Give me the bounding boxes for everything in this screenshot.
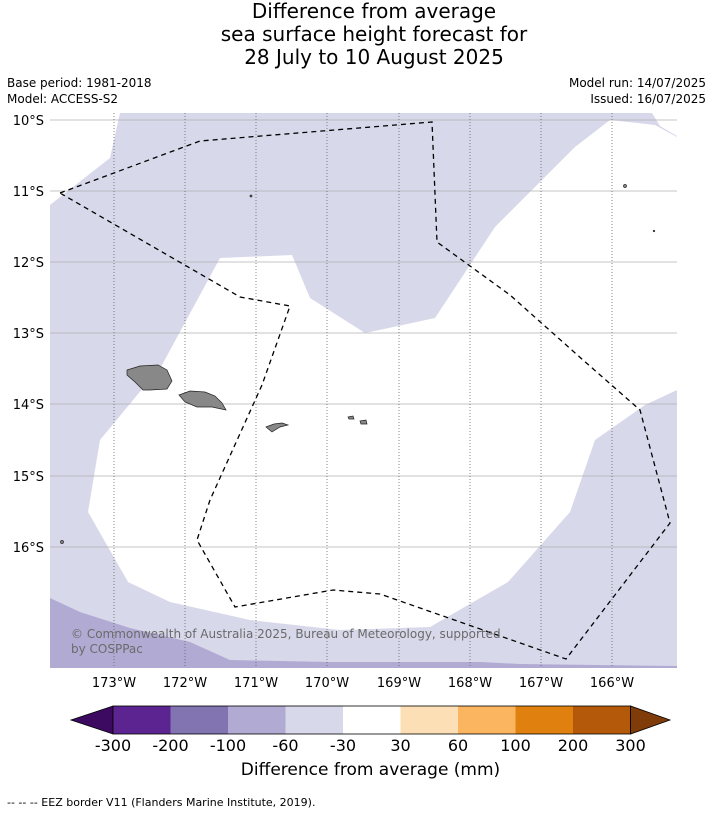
map-title: Difference from average sea surface heig… <box>0 0 713 69</box>
longitude-label: 168°W <box>448 676 492 691</box>
colorbar-segment <box>228 706 286 734</box>
colorbar-segment <box>515 706 573 734</box>
longitude-label: 169°W <box>377 676 421 691</box>
tutuila-island <box>265 422 290 433</box>
map-area <box>50 113 677 668</box>
colorbar-tick-label: 300 <box>615 736 646 755</box>
eez-borders <box>59 121 671 660</box>
colorbar-title: Difference from average (mm) <box>240 760 501 780</box>
longitude-labels: 173°W 172°W 171°W 170°W 169°W 168°W 167°W 166°W <box>92 676 634 691</box>
islet <box>652 229 656 233</box>
islet <box>249 194 253 198</box>
colorbar-segment <box>400 706 458 734</box>
shade-medium-region <box>50 598 677 668</box>
colorbar-tick-label: -100 <box>210 736 246 755</box>
latitude-label: 16°S <box>13 541 44 556</box>
colorbar-extend-low <box>69 705 114 735</box>
longitude-label: 167°W <box>519 676 563 691</box>
colorbar-tick-label: -60 <box>272 736 298 755</box>
latitude-label: 14°S <box>13 398 44 413</box>
islet <box>60 540 64 544</box>
colorbar-segment <box>113 706 171 734</box>
model-run: Model run: 14/07/2025 <box>568 76 706 90</box>
islet <box>623 184 627 188</box>
longitude-label: 171°W <box>234 676 278 691</box>
colorbar-tick-label: -300 <box>95 736 131 755</box>
colorbar-tick-label: -200 <box>152 736 188 755</box>
savaii-island <box>126 364 173 391</box>
colorbar-tick-label: 100 <box>500 736 531 755</box>
meta-right: Model run: 14/07/2025 Issued: 16/07/2025 <box>569 75 706 107</box>
base-period: Base period: 1981-2018 <box>7 76 152 90</box>
longitude-label: 173°W <box>92 676 136 691</box>
latitude-label: 13°S <box>13 327 44 342</box>
colorbar: -300 -200 -100 -60 -30 30 60 100 200 300 <box>69 705 672 755</box>
meta-left: Base period: 1981-2018 Model: ACCESS-S2 <box>7 75 152 107</box>
colorbar-tick-label: 200 <box>558 736 589 755</box>
latitude-label: 15°S <box>13 470 44 485</box>
latitude-label: 10°S <box>13 114 44 129</box>
upolu-island <box>178 390 227 411</box>
colorbar-frame <box>112 705 631 735</box>
colorbar-tick-label: -30 <box>330 736 356 755</box>
longitude-label: 172°W <box>163 676 207 691</box>
colorbar-segment <box>573 706 631 734</box>
eez-footnote: -- -- -- EEZ border V11 (Flanders Marine… <box>7 796 316 809</box>
latitude-label: 11°S <box>13 185 44 200</box>
title-line-1: Difference from average <box>251 0 497 23</box>
colorbar-segment <box>343 706 401 734</box>
colorbar-segment <box>170 706 228 734</box>
latitude-label: 12°S <box>13 256 44 271</box>
manua-island-1 <box>347 415 355 420</box>
longitude-label: 166°W <box>590 676 634 691</box>
samoa-islands <box>60 184 656 544</box>
eez-border-line <box>59 121 671 660</box>
title-line-2: sea surface height forecast for <box>220 22 528 46</box>
model-name: Model: ACCESS-S2 <box>7 92 119 106</box>
issued-date: Issued: 16/07/2025 <box>590 92 706 106</box>
colorbar-tick-label: 60 <box>448 736 468 755</box>
colorbar-tick-label: 30 <box>390 736 410 755</box>
white-corner-region <box>50 113 120 205</box>
title-line-3: 28 July to 10 August 2025 <box>244 45 504 69</box>
gridlines <box>50 113 677 668</box>
copyright-line-2: by COSPPac <box>71 642 143 656</box>
copyright-line-1: © Commonwealth of Australia 2025, Bureau… <box>71 627 501 641</box>
colorbar-segment <box>285 706 343 734</box>
longitude-label: 170°W <box>305 676 349 691</box>
colorbar-extend-high <box>630 705 672 735</box>
latitude-labels: 10°S 11°S 12°S 13°S 14°S 15°S 16°S <box>13 114 44 556</box>
manua-island-2 <box>359 419 368 425</box>
colorbar-segment <box>458 706 516 734</box>
white-corner-region-right <box>652 113 677 136</box>
white-average-region <box>88 120 677 630</box>
